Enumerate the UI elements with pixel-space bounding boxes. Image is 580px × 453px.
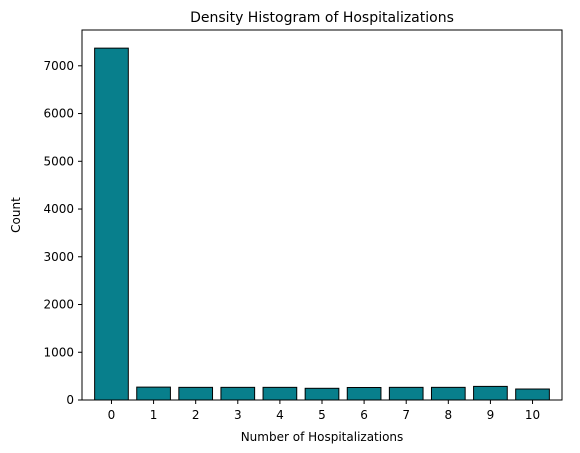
y-tick-label: 5000 — [43, 154, 74, 168]
y-tick-label: 3000 — [43, 250, 74, 264]
bar-3 — [220, 386, 256, 401]
bar-7 — [388, 386, 424, 401]
x-tick-label: 8 — [444, 408, 452, 422]
y-axis: 0 1000 2000 3000 4000 5000 6000 7000 — [43, 59, 82, 407]
bar-4 — [262, 386, 298, 401]
bars-group — [94, 47, 550, 401]
bar-5 — [304, 387, 340, 401]
bar-9 — [473, 385, 508, 401]
plot-frame — [81, 29, 563, 401]
y-tick-label: 7000 — [43, 59, 74, 73]
x-tick-label: 3 — [234, 408, 242, 422]
bar-0 — [94, 47, 129, 401]
y-tick-label: 0 — [66, 393, 74, 407]
x-tick-label: 10 — [525, 408, 540, 422]
x-tick-label: 1 — [150, 408, 158, 422]
bar-1 — [136, 386, 171, 401]
y-tick-label: 6000 — [43, 107, 74, 121]
bar-10 — [515, 388, 550, 401]
x-tick-label: 0 — [108, 408, 116, 422]
x-tick-label: 2 — [192, 408, 200, 422]
x-tick-label: 5 — [318, 408, 326, 422]
y-axis-label: Count — [9, 197, 23, 233]
x-axis: 0 1 2 3 4 5 6 7 8 9 10 — [108, 400, 540, 422]
bar-8 — [430, 386, 466, 401]
x-tick-label: 9 — [487, 408, 495, 422]
x-tick-label: 6 — [360, 408, 368, 422]
y-tick-label: 2000 — [43, 298, 74, 312]
bar-6 — [346, 386, 382, 401]
y-tick-label: 4000 — [43, 202, 74, 216]
x-tick-label: 4 — [276, 408, 284, 422]
y-tick-label: 1000 — [43, 345, 74, 359]
x-axis-label: Number of Hospitalizations — [241, 430, 404, 444]
chart-title: Density Histogram of Hospitalizations — [190, 10, 454, 26]
x-tick-label: 7 — [402, 408, 410, 422]
bar-2 — [178, 386, 214, 401]
